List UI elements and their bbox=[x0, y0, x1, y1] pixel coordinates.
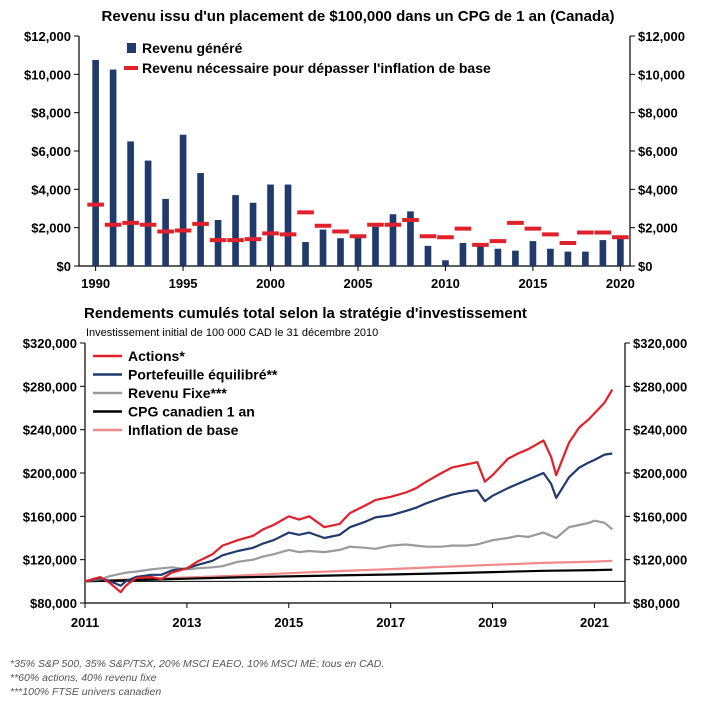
top-x-tick-label: 2015 bbox=[518, 276, 547, 291]
bar bbox=[127, 141, 134, 266]
series-line-1 bbox=[84, 452, 613, 587]
top-right-tick-label: $0 bbox=[638, 259, 652, 274]
bottom-chart-title: Rendements cumulés total selon la straté… bbox=[84, 305, 527, 322]
top-left-tick-label: $10,000 bbox=[24, 67, 71, 82]
bar bbox=[249, 202, 257, 266]
bar bbox=[599, 240, 607, 266]
bar bbox=[337, 238, 344, 266]
footnote-1: *35% S&P 500, 35% S&P/TSX, 20% MSCI EAEO… bbox=[10, 658, 385, 670]
series-line-0 bbox=[84, 389, 614, 594]
series-line-3 bbox=[84, 568, 613, 583]
bar bbox=[109, 69, 117, 267]
bar bbox=[389, 214, 397, 266]
bar bbox=[214, 220, 222, 266]
legend-swatch-bar bbox=[127, 43, 136, 53]
bottom-right-tick-label: $120,000 bbox=[633, 553, 687, 568]
bar bbox=[319, 229, 327, 266]
legend-label-0: Actions* bbox=[128, 348, 185, 364]
series-line-4 bbox=[84, 559, 613, 583]
bottom-x-tick-label: 2011 bbox=[71, 615, 99, 630]
bottom-left-tick-label: $320,000 bbox=[23, 336, 77, 351]
bar bbox=[267, 184, 274, 266]
bottom-left-tick-label: $280,000 bbox=[23, 379, 77, 394]
top-x-tick-label: 2005 bbox=[344, 276, 373, 291]
legend-label-2: Revenu Fixe*** bbox=[128, 385, 227, 401]
legend-label-3: CPG canadien 1 an bbox=[128, 404, 255, 420]
bottom-right-tick-label: $80,000 bbox=[633, 596, 680, 611]
bottom-x-tick-label: 2017 bbox=[376, 615, 405, 630]
bar bbox=[302, 242, 309, 266]
bar bbox=[354, 235, 362, 266]
bar bbox=[92, 59, 99, 267]
legend-label-4: Inflation de base bbox=[128, 422, 239, 438]
bar bbox=[407, 211, 414, 266]
top-x-tick-label: 2020 bbox=[606, 276, 635, 291]
bottom-right-tick-label: $240,000 bbox=[633, 423, 687, 438]
top-left-tick-label: $0 bbox=[57, 259, 71, 274]
bar bbox=[582, 251, 589, 266]
legend-label-1: Portefeuille équilibré** bbox=[128, 367, 278, 383]
top-x-tick-label: 1995 bbox=[169, 276, 198, 291]
bar bbox=[284, 184, 292, 266]
top-right-tick-label: $2,000 bbox=[638, 221, 678, 236]
bottom-chart-subtitle: Investissement initial de 100 000 CAD le… bbox=[86, 327, 378, 339]
bar bbox=[232, 195, 239, 266]
bar bbox=[547, 248, 554, 266]
top-left-tick-label: $12,000 bbox=[24, 29, 71, 44]
top-left-tick-label: $4,000 bbox=[31, 182, 71, 197]
top-right-tick-label: $4,000 bbox=[638, 182, 678, 197]
bar bbox=[564, 251, 572, 266]
bottom-x-tick-label: 2021 bbox=[580, 615, 609, 630]
bar bbox=[494, 248, 502, 266]
bar bbox=[197, 173, 204, 266]
bar bbox=[442, 260, 449, 266]
top-x-tick-label: 1990 bbox=[81, 276, 110, 291]
top-left-tick-label: $8,000 bbox=[31, 106, 71, 121]
bar bbox=[372, 226, 379, 266]
footnote-3: ***100% FTSE univers canadien bbox=[10, 686, 162, 698]
bottom-x-tick-label: 2015 bbox=[274, 615, 303, 630]
bar bbox=[477, 244, 484, 266]
bottom-right-tick-label: $200,000 bbox=[633, 466, 687, 481]
top-chart: $0 $0 $2,000 $2,000 $4,000 $4,000 $6,000 $6,000… bbox=[24, 29, 685, 291]
bottom-right-tick-label: $280,000 bbox=[633, 379, 687, 394]
series-line-2 bbox=[84, 519, 614, 583]
bottom-chart: $80,000 $80,000 $120,000 $120,000 $160,000 $1… bbox=[23, 336, 687, 630]
legend-label-bar: Revenu généré bbox=[142, 40, 243, 56]
bar bbox=[617, 238, 624, 266]
footnote-2: **60% actions, 40% revenu fixe bbox=[10, 672, 157, 684]
top-left-tick-label: $6,000 bbox=[31, 144, 71, 159]
footnotes: *35% S&P 500, 35% S&P/TSX, 20% MSCI EAEO… bbox=[10, 657, 710, 699]
legend-label-dash: Revenu nécessaire pour dépasser l'inflat… bbox=[142, 60, 491, 76]
top-right-tick-label: $12,000 bbox=[638, 29, 685, 44]
bottom-left-tick-label: $240,000 bbox=[23, 423, 77, 438]
bottom-right-tick-label: $160,000 bbox=[633, 509, 687, 524]
bottom-left-tick-label: $120,000 bbox=[23, 553, 77, 568]
chart-canvas: Revenu issu d'un placement de $100,000 d… bbox=[23, 8, 687, 630]
bottom-x-tick-label: 2013 bbox=[172, 615, 201, 630]
top-chart-title: Revenu issu d'un placement de $100,000 d… bbox=[102, 8, 615, 25]
top-x-tick-label: 2010 bbox=[431, 276, 460, 291]
bar bbox=[512, 250, 519, 266]
bottom-right-tick-label: $320,000 bbox=[633, 336, 687, 351]
bar bbox=[179, 134, 187, 266]
top-left-tick-label: $2,000 bbox=[31, 221, 71, 236]
bar bbox=[529, 241, 537, 266]
bottom-left-tick-label: $80,000 bbox=[30, 596, 77, 611]
bottom-x-tick-label: 2019 bbox=[478, 615, 507, 630]
bar bbox=[459, 243, 467, 266]
bottom-left-tick-label: $200,000 bbox=[23, 466, 77, 481]
top-x-tick-label: 2000 bbox=[256, 276, 285, 291]
bottom-left-tick-label: $160,000 bbox=[23, 509, 77, 524]
top-right-tick-label: $6,000 bbox=[638, 144, 678, 159]
bar bbox=[424, 245, 432, 266]
bar bbox=[144, 160, 152, 266]
top-right-tick-label: $10,000 bbox=[638, 67, 685, 82]
top-right-tick-label: $8,000 bbox=[638, 106, 678, 121]
